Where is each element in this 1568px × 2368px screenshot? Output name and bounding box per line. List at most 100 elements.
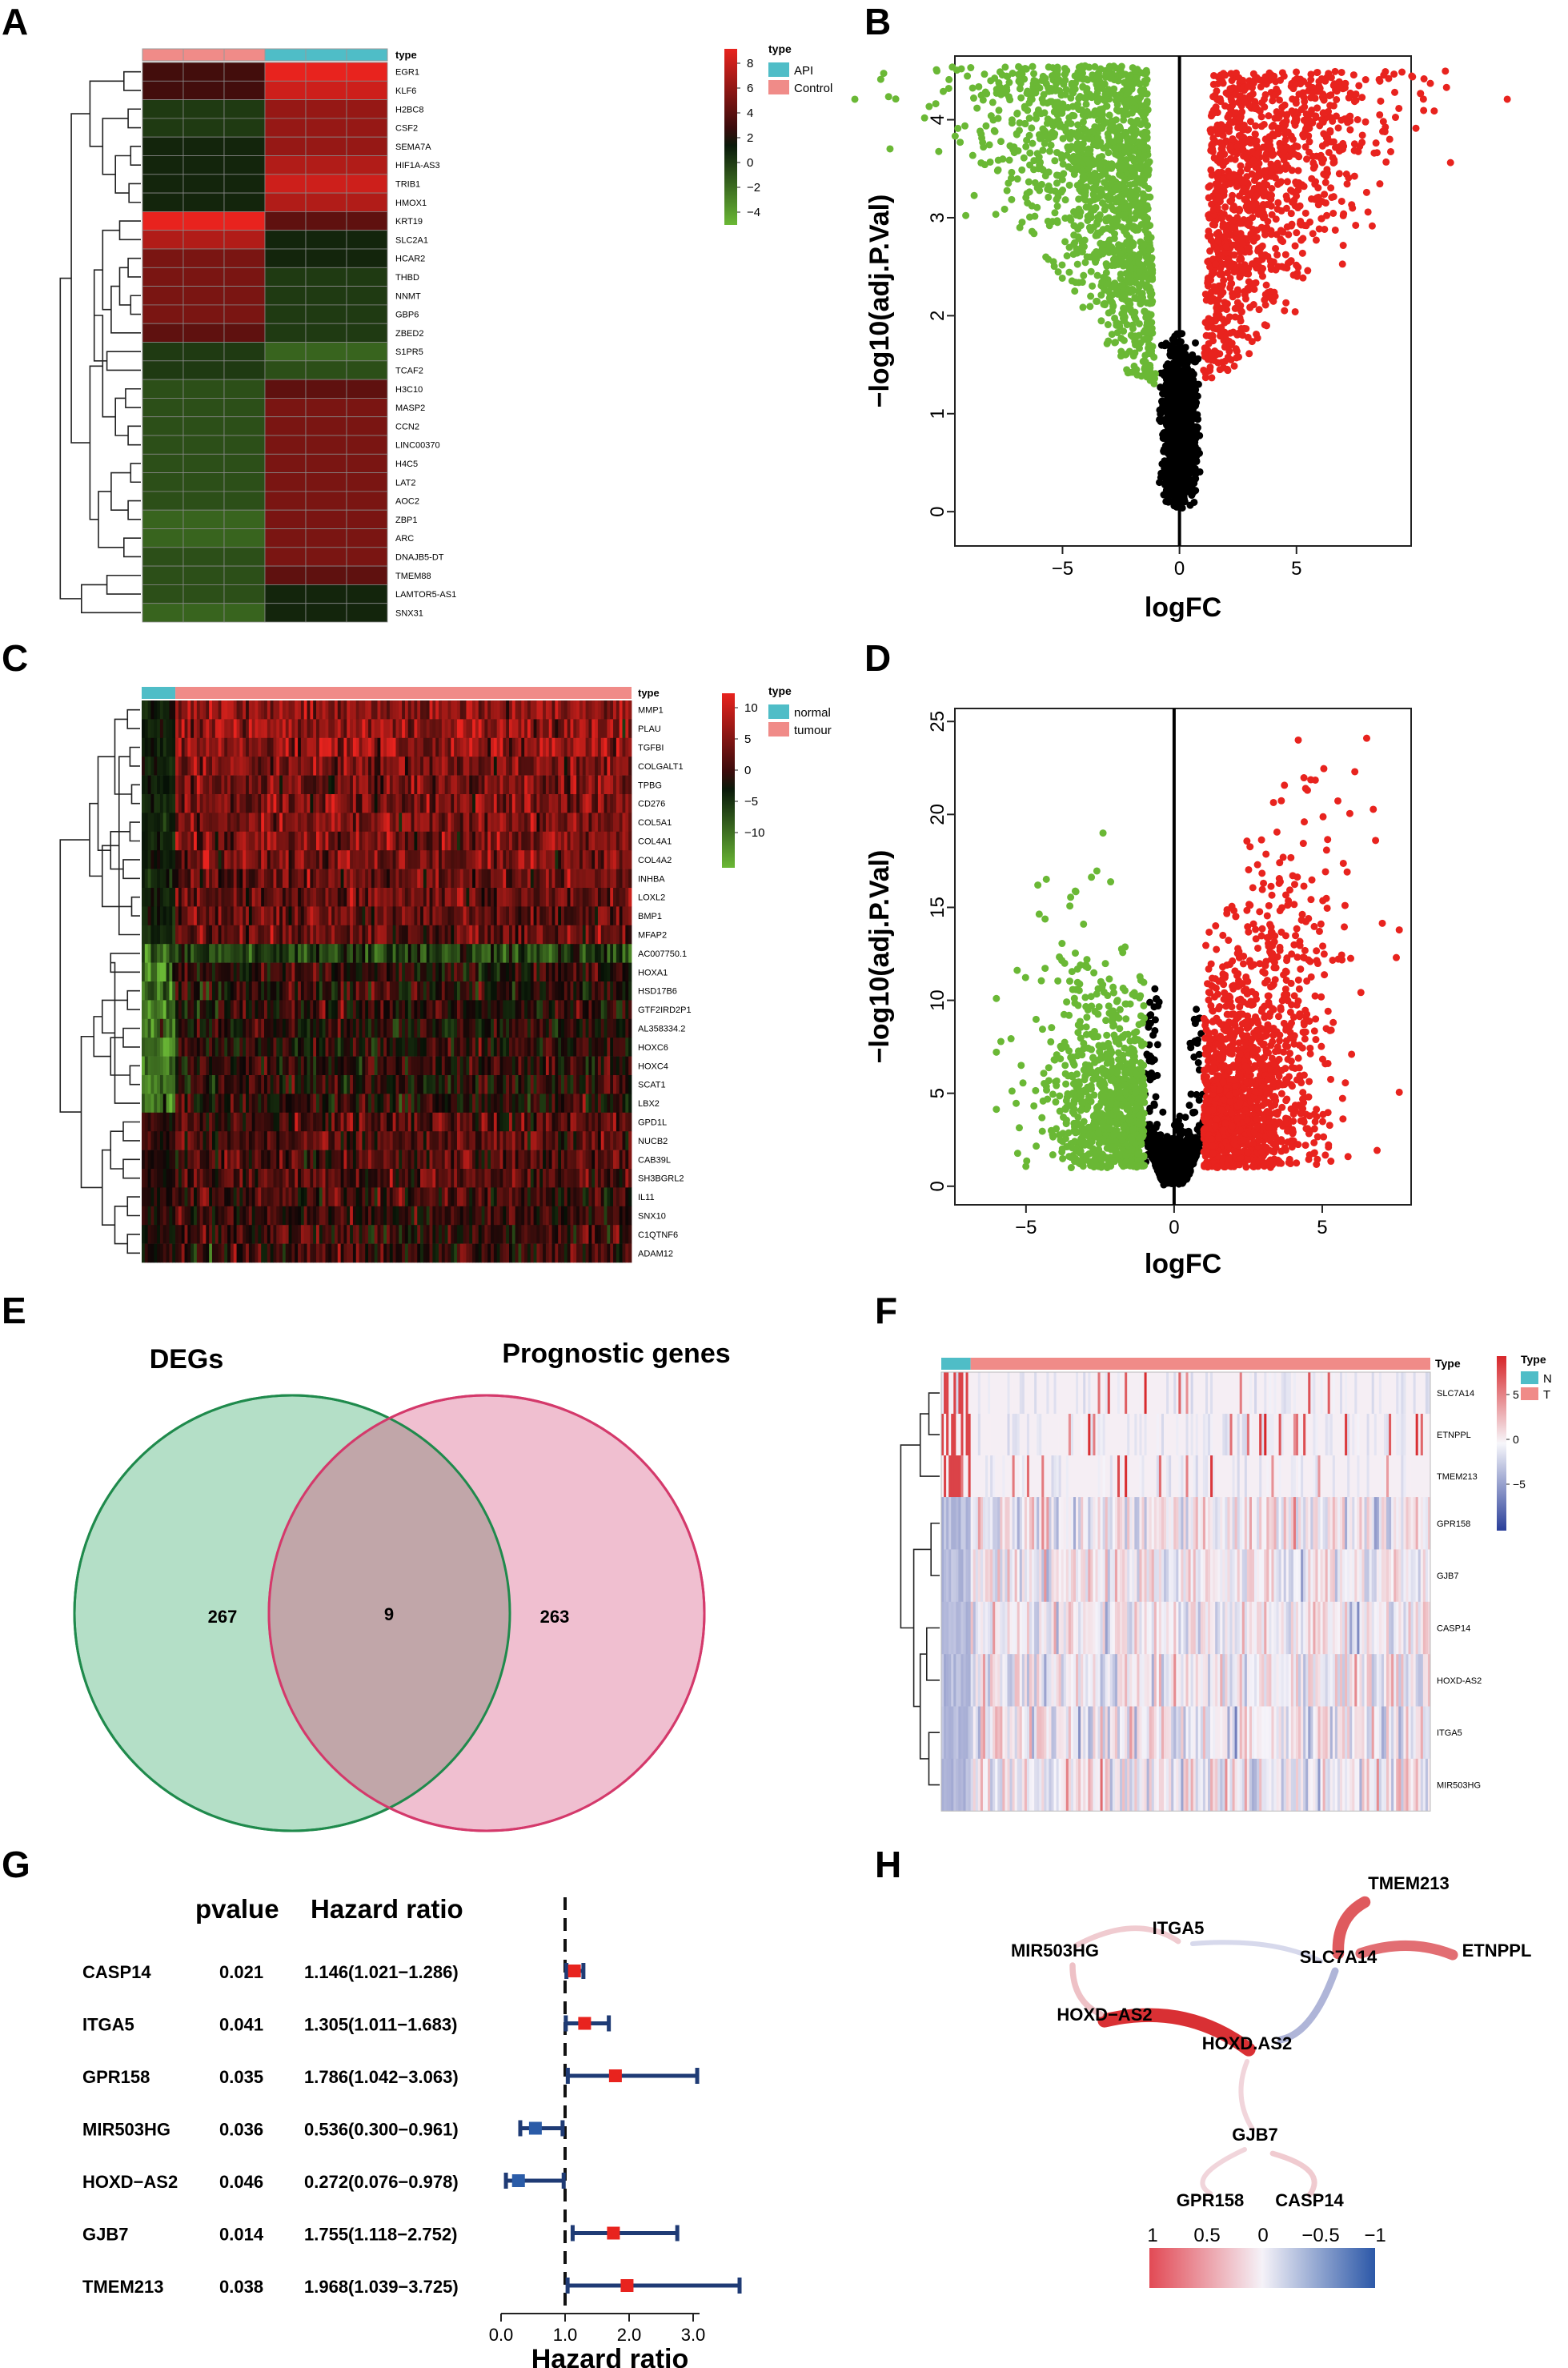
volcano-point [1080,272,1087,279]
volcano-point [1223,243,1230,251]
heatmap-cell [491,776,494,795]
heatmap-cell [328,738,331,757]
gene-label: MMP1 [638,706,664,716]
volcano-point [1045,194,1052,201]
heatmap-cell [328,776,331,795]
heatmap-cell [166,700,170,720]
volcano-point [1283,161,1290,168]
volcano-point [1074,261,1081,268]
heatmap-cell [466,757,469,776]
heatmap-cell [442,776,445,795]
heatmap-cell [347,100,387,118]
volcano-point [967,64,974,71]
volcano-point [1352,222,1359,229]
heatmap-cell [323,738,326,757]
heatmap-cell [347,267,387,286]
heatmap-cell [331,738,335,757]
x-axis-label: logFC [1145,592,1221,623]
volcano-point [1292,308,1299,315]
heatmap-cell [341,757,344,776]
heatmap-cell [338,719,341,738]
volcano-point [1131,202,1138,209]
heatmap-cell [237,738,240,757]
heatmap-cell [306,417,347,435]
volcano-point [1392,114,1399,121]
heatmap-cell [552,757,555,776]
volcano-point [1085,150,1092,157]
heatmap-cell [414,757,417,776]
heatmap-cell [414,738,417,757]
volcano-point [1097,172,1105,179]
heatmap-cell [399,700,402,720]
heatmap-cell [546,700,549,720]
heatmap-cell [576,738,579,757]
y-tick-label: 0 [927,506,948,516]
heatmap-cell [347,454,387,472]
heatmap-cell [265,529,306,548]
volcano-point [1042,172,1049,179]
heatmap-cell [567,776,571,795]
volcano-point [1346,126,1353,134]
heatmap-cell [273,776,276,795]
heatmap-cell [588,719,592,738]
volcano-point [1229,217,1236,224]
volcano-point [1268,227,1275,235]
heatmap-cell [215,738,219,757]
volcano-point [1317,215,1325,223]
heatmap-cell [592,700,595,720]
heatmap-cell [249,719,252,738]
heatmap-cell [395,719,399,738]
heatmap-cell [494,776,497,795]
heatmap-cell [353,776,356,795]
heatmap-cell [145,738,148,757]
volcano-point [1269,298,1277,305]
heatmap-cell [187,776,190,795]
volcano-point [1321,226,1328,233]
heatmap-cell [209,757,212,776]
heatmap-cell [265,473,306,492]
volcano-point [1206,183,1213,190]
heatmap-cell [175,719,178,738]
heatmap-cell [142,343,183,361]
heatmap-cell [172,700,175,720]
volcano-point [1205,275,1212,282]
heatmap-cell [347,193,387,211]
volcano-point [1097,106,1104,113]
volcano-point [1123,239,1130,246]
volcano-point [1297,218,1304,225]
volcano-point [1408,73,1415,80]
volcano-point [1262,91,1269,98]
heatmap-cell [187,700,190,720]
heatmap-cell [283,700,286,720]
volcano-point [1250,238,1257,245]
volcano-point [988,112,995,119]
heatmap-cell [142,417,183,435]
heatmap-cell [620,738,623,757]
gene-label: TMEM88 [395,572,431,581]
volcano-point [1208,237,1215,244]
volcano-point [1103,263,1110,270]
heatmap-cell [347,417,387,435]
heatmap-cell [265,379,306,398]
heatmap-cell [246,700,249,720]
heatmap-cell [380,700,383,720]
gene-label: LINC00370 [395,441,440,451]
volcano-point [1118,71,1125,78]
volcano-point [993,86,1001,93]
heatmap-cell [598,776,601,795]
heatmap-cell [420,719,423,738]
heatmap-cell [306,81,347,99]
heatmap-cell [239,738,243,757]
heatmap-cell [172,776,175,795]
heatmap-cell [494,719,497,738]
heatmap-cell [347,343,387,361]
heatmap-cell [472,719,475,738]
volcano-point [1193,415,1201,422]
heatmap-cell [576,700,579,720]
heatmap-cell [194,757,197,776]
volcano-point [1022,143,1029,151]
volcano-point [1034,150,1041,157]
volcano-point [886,145,893,152]
heatmap-cell [598,700,601,720]
heatmap-cell [157,719,160,738]
